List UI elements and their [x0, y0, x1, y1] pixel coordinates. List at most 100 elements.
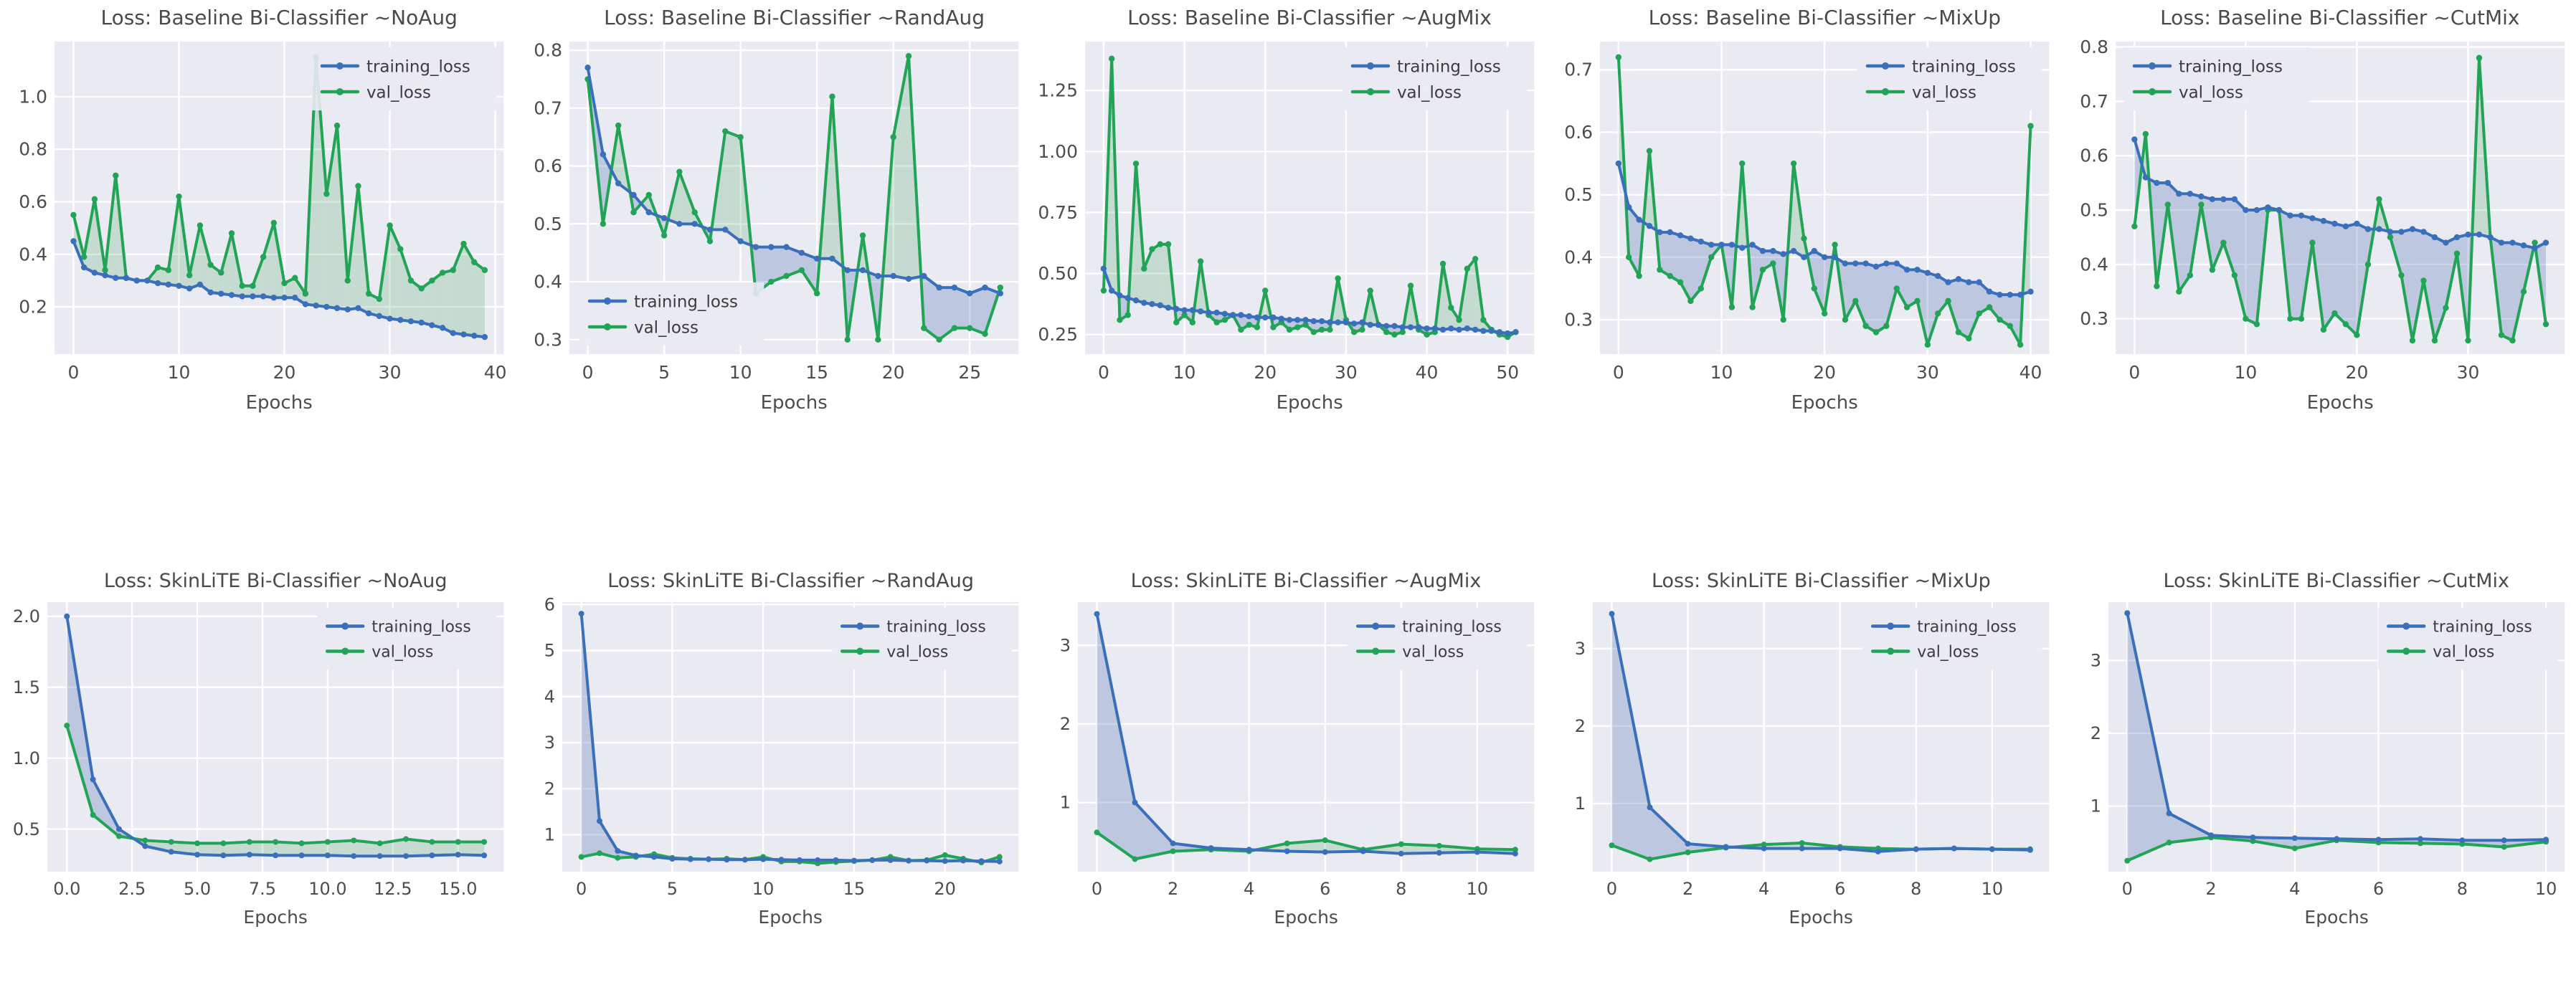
svg-text:0: 0	[576, 879, 587, 899]
chart-panel-baseline-cutmix: Loss: Baseline Bi-Classifier ~CutMix 0.3…	[2061, 3, 2576, 424]
chart-title: Loss: SkinLiTE Bi-Classifier ~MixUp	[1651, 570, 1991, 592]
x-tick-labels: 0 10 20 30	[2128, 362, 2479, 383]
legend: training_loss val_loss	[311, 47, 497, 111]
legend-entry: training_loss	[2386, 618, 2532, 636]
chart-title: Loss: Baseline Bi-Classifier ~NoAug	[100, 6, 458, 29]
svg-text:training_loss: training_loss	[371, 618, 471, 636]
legend: training_loss val_loss	[317, 608, 497, 670]
svg-text:20: 20	[2345, 362, 2368, 383]
chart-panel-skinlite-augmix: Loss: SkinLiTE Bi-Classifier ~AugMix 1 2 3…	[1031, 568, 1545, 933]
legend: training_loss val_loss	[2377, 608, 2557, 670]
chart-panel-baseline-augmix: Loss: Baseline Bi-Classifier ~AugMix 0.2…	[1031, 3, 1545, 424]
svg-text:1: 1	[2090, 796, 2101, 816]
svg-text:val_loss: val_loss	[2433, 643, 2494, 661]
series-training-loss	[70, 238, 488, 340]
svg-text:6: 6	[1320, 879, 1330, 899]
chart-plot: 1 2 3 4 5 6 0 5 10 15 20 Epochs training_loss val_los…	[515, 595, 1030, 933]
svg-text:3: 3	[1575, 639, 1586, 659]
series-training-loss	[1615, 160, 2034, 298]
chart-title: Loss: Baseline Bi-Classifier ~CutMix	[2160, 6, 2520, 29]
x-tick-labels: 0 5 10 15 20	[576, 879, 956, 899]
svg-text:0.3: 0.3	[1564, 310, 1593, 330]
svg-text:0.6: 0.6	[1564, 122, 1593, 143]
svg-text:2: 2	[1682, 879, 1693, 899]
svg-text:0.5: 0.5	[1564, 184, 1593, 205]
y-tick-labels: 0.5 1.0 1.5 2.0	[13, 606, 40, 839]
svg-text:val_loss: val_loss	[887, 643, 949, 661]
svg-text:val_loss: val_loss	[366, 83, 431, 102]
svg-text:10: 10	[1466, 879, 1488, 899]
chart-svg: 0.3 0.4 0.5 0.6 0.7 0.8 0 10 20 30 Epochs training_…	[2080, 37, 2565, 414]
series-training-loss	[1100, 265, 1519, 337]
x-tick-labels: 0.0 2.5 5.0 7.5 10.0 12.5 15.0	[53, 879, 477, 899]
svg-text:40: 40	[2019, 362, 2042, 383]
svg-text:5.0: 5.0	[184, 879, 211, 899]
svg-text:1: 1	[1575, 794, 1586, 814]
chart-plot: 1 2 3 0 2 4 6 8 10 Epochs training_loss val_loss	[1031, 595, 1545, 933]
chart-svg: 1 2 3 4 5 6 0 5 10 15 20 Epochs training_loss val_los…	[544, 595, 1019, 928]
svg-text:5: 5	[544, 641, 555, 661]
svg-text:val_loss: val_loss	[634, 318, 699, 337]
svg-text:10: 10	[752, 879, 775, 899]
svg-text:2: 2	[1168, 879, 1178, 899]
x-axis-label: Epochs	[1789, 907, 1854, 928]
chart-svg: 1 2 3 0 2 4 6 8 10 Epochs training_loss val_loss	[2090, 602, 2565, 928]
svg-text:2: 2	[2090, 723, 2101, 743]
legend-entry: val_loss	[1355, 643, 1464, 661]
svg-text:10: 10	[1981, 879, 2004, 899]
svg-text:training_loss: training_loss	[634, 292, 738, 311]
svg-text:training_loss: training_loss	[1402, 618, 1502, 636]
x-axis-label: Epochs	[2306, 392, 2373, 414]
svg-text:0.7: 0.7	[1564, 59, 1593, 80]
svg-text:0.4: 0.4	[1564, 247, 1593, 267]
svg-text:0: 0	[2121, 879, 2132, 899]
svg-text:training_loss: training_loss	[2433, 618, 2532, 636]
chart-title: Loss: SkinLiTE Bi-Classifier ~CutMix	[2163, 570, 2510, 592]
chart-title: Loss: Baseline Bi-Classifier ~MixUp	[1648, 6, 2002, 29]
svg-text:training_loss: training_loss	[1912, 57, 2016, 76]
legend-entry: training_loss	[2132, 57, 2283, 76]
svg-text:0.4: 0.4	[2080, 254, 2108, 275]
svg-text:2.5: 2.5	[118, 879, 146, 899]
legend: training_loss val_loss	[1342, 47, 1528, 111]
svg-text:20: 20	[1813, 362, 1836, 383]
svg-text:training_loss: training_loss	[1917, 618, 2017, 636]
legend-entry: training_loss	[1350, 57, 1501, 76]
svg-text:0.6: 0.6	[534, 156, 563, 176]
svg-text:0.5: 0.5	[534, 214, 563, 234]
chart-plot: 1 2 3 0 2 4 6 8 10 Epochs training_loss val_loss	[2061, 595, 2576, 933]
chart-svg: 0.5 1.0 1.5 2.0 0.0 2.5 5.0 7.5 10.0 12.5 15.0 Epoc…	[13, 602, 504, 928]
x-axis-label: Epochs	[1274, 907, 1338, 928]
legend-entry: training_loss	[1871, 618, 2017, 636]
svg-text:1: 1	[1060, 793, 1071, 813]
svg-text:15: 15	[843, 879, 866, 899]
svg-text:0.6: 0.6	[2080, 146, 2108, 166]
series-training-loss	[64, 613, 488, 859]
series-training-loss	[2123, 610, 2549, 844]
y-tick-labels: 0.3 0.4 0.5 0.6 0.7	[1564, 59, 1593, 330]
svg-text:25: 25	[959, 362, 982, 383]
x-tick-labels: 0 10 20 30 40 50	[1098, 362, 1519, 383]
svg-text:training_loss: training_loss	[887, 618, 987, 636]
y-tick-labels: 0.3 0.4 0.5 0.6 0.7 0.8	[534, 40, 563, 351]
svg-text:0: 0	[1613, 362, 1624, 383]
legend: training_loss val_loss	[832, 608, 1012, 670]
svg-text:6: 6	[1834, 879, 1845, 899]
svg-text:val_loss: val_loss	[1402, 643, 1464, 661]
series-val-loss	[1615, 54, 2034, 348]
legend-entry: training_loss	[1865, 57, 2016, 76]
chart-panel-skinlite-mixup: Loss: SkinLiTE Bi-Classifier ~MixUp 1 2 3 0…	[1545, 568, 2060, 933]
svg-text:training_loss: training_loss	[366, 57, 470, 76]
legend: training_loss val_loss	[2123, 47, 2309, 111]
svg-text:0.4: 0.4	[534, 272, 563, 292]
svg-text:0.2: 0.2	[19, 297, 47, 318]
svg-text:10: 10	[2234, 362, 2257, 383]
svg-text:3: 3	[1060, 635, 1071, 655]
svg-text:8: 8	[1396, 879, 1406, 899]
y-tick-labels: 1 2 3 4 5 6	[544, 595, 555, 845]
svg-text:10.0: 10.0	[308, 879, 346, 899]
x-axis-label: Epochs	[246, 392, 313, 414]
svg-text:5: 5	[659, 362, 671, 383]
svg-text:0.5: 0.5	[2080, 200, 2108, 221]
